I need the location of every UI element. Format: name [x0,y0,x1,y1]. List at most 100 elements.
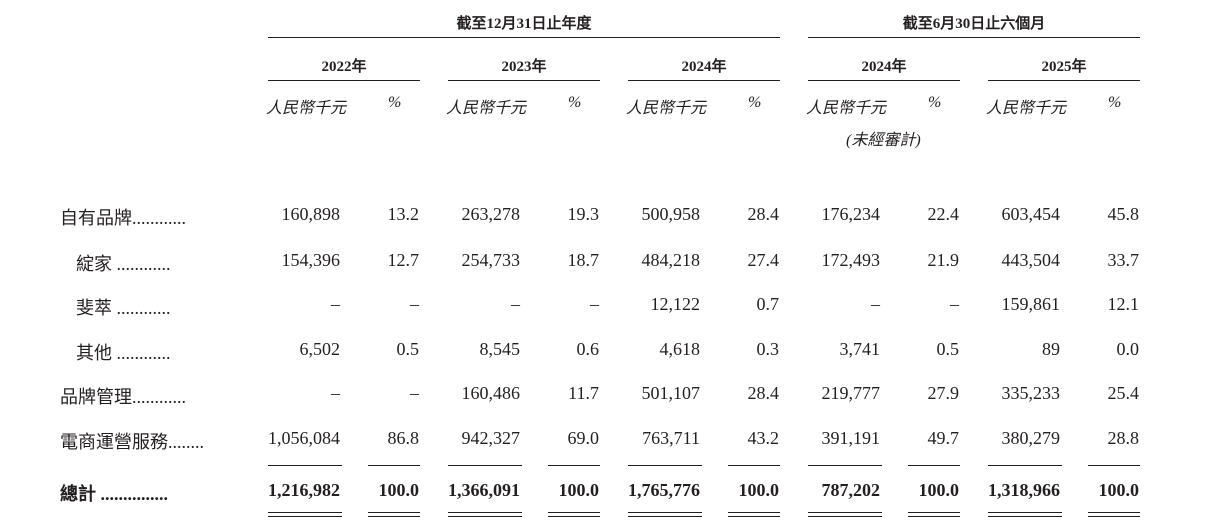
year-rule-2023 [448,80,600,81]
cell: – [410,294,419,314]
cell: 89 [1042,339,1060,359]
cell: 500,958 [641,204,701,224]
cell: 160,486 [461,383,521,403]
cell: 21.9 [927,250,960,270]
cell: – [950,294,959,314]
year-rule-2025-h1 [988,80,1140,81]
cell: 19.3 [567,204,600,224]
year-header-2024: 2024年 [681,59,727,75]
row-label-feicui: 斐萃 ............ [76,298,171,318]
subtotal-rule [548,465,600,466]
cell: 0.6 [576,339,600,359]
unit-pct-2025-h1: % [1108,94,1122,111]
cell: 11.7 [568,383,599,403]
unit-pct-2024: % [748,94,762,111]
total-cell: 100.0 [1098,480,1140,500]
cell: 69.0 [567,428,600,448]
unit-rmb-2024: 人民幣千元 [626,100,707,117]
cell: 49.7 [927,428,960,448]
total-cell: 787,202 [821,480,881,500]
year-header-2025-h1: 2025年 [1041,59,1087,75]
year-rule-2024 [628,80,780,81]
year-rule-2022 [268,80,420,81]
row-label-total: 總計 ............... [60,484,168,504]
cell: 391,191 [821,428,881,448]
cell: 335,233 [1001,383,1061,403]
cell: 443,504 [1001,250,1061,270]
row-label-ecommerce-services: 電商運營服務........ [60,432,204,452]
subtotal-rule [448,465,522,466]
cell: 0.3 [756,339,780,359]
unit-rmb-2022: 人民幣千元 [266,100,347,117]
year-rule-2024-h1 [808,80,960,81]
cell: 176,234 [821,204,881,224]
cell: – [511,294,520,314]
cell: 25.4 [1107,383,1140,403]
total-double-rule [628,512,702,517]
cell: 0.5 [396,339,420,359]
cell: – [331,294,340,314]
total-double-rule [1088,512,1140,517]
unaudited-note: (未經審計) [846,132,921,149]
cell: – [331,383,340,403]
cell: 27.4 [747,250,780,270]
cell: 86.8 [387,428,420,448]
row-label-brand-management: 品牌管理............ [60,387,186,407]
cell: – [590,294,599,314]
cell: 219,777 [821,383,881,403]
cell: 28.8 [1107,428,1140,448]
cell: 6,502 [299,339,341,359]
cell: 159,861 [1001,294,1061,314]
period-header-full-year: 截至12月31日止年度 [456,16,592,32]
cell: 154,396 [281,250,341,270]
total-double-rule [728,512,780,517]
total-double-rule [448,512,522,517]
cell: 33.7 [1107,250,1140,270]
subtotal-rule [1088,465,1140,466]
cell: 28.4 [747,383,780,403]
total-cell: 100.0 [378,480,420,500]
total-cell: 1,765,776 [628,480,700,500]
cell: 8,545 [479,339,521,359]
total-cell: 1,318,966 [988,480,1060,500]
unit-pct-2022: % [388,94,402,111]
row-label-others: 其他 ............ [76,343,171,363]
cell: 380,279 [1001,428,1061,448]
cell: 0.5 [936,339,960,359]
subtotal-rule [808,465,882,466]
total-double-rule [368,512,420,517]
total-double-rule [808,512,882,517]
subtotal-rule [368,465,420,466]
total-double-rule [548,512,600,517]
cell: 263,278 [461,204,521,224]
subtotal-rule [988,465,1062,466]
year-header-2022: 2022年 [321,59,367,75]
subtotal-rule [728,465,780,466]
total-cell: 1,366,091 [448,480,520,500]
unit-pct-2024-h1: % [928,94,942,111]
cell: 501,107 [641,383,701,403]
total-cell: 100.0 [558,480,600,500]
total-double-rule [988,512,1062,517]
cell: 3,741 [839,339,881,359]
cell: 4,618 [659,339,701,359]
period-rule-full-year [268,37,780,38]
cell: 0.0 [1116,339,1140,359]
cell: 0.7 [756,294,780,314]
cell: 28.4 [747,204,780,224]
subtotal-rule [268,465,342,466]
unit-rmb-2023: 人民幣千元 [446,100,527,117]
unit-rmb-2024-h1: 人民幣千元 [806,100,887,117]
subtotal-rule [908,465,960,466]
subtotal-rule [628,465,702,466]
period-rule-half-year [808,37,1140,38]
total-cell: 1,216,982 [268,480,340,500]
cell: 12.1 [1107,294,1140,314]
total-double-rule [908,512,960,517]
cell: 484,218 [641,250,701,270]
cell: – [871,294,880,314]
period-header-half-year: 截至6月30日止六個月 [902,16,1046,32]
cell: 254,733 [461,250,521,270]
cell: – [410,383,419,403]
unit-pct-2023: % [568,94,582,111]
